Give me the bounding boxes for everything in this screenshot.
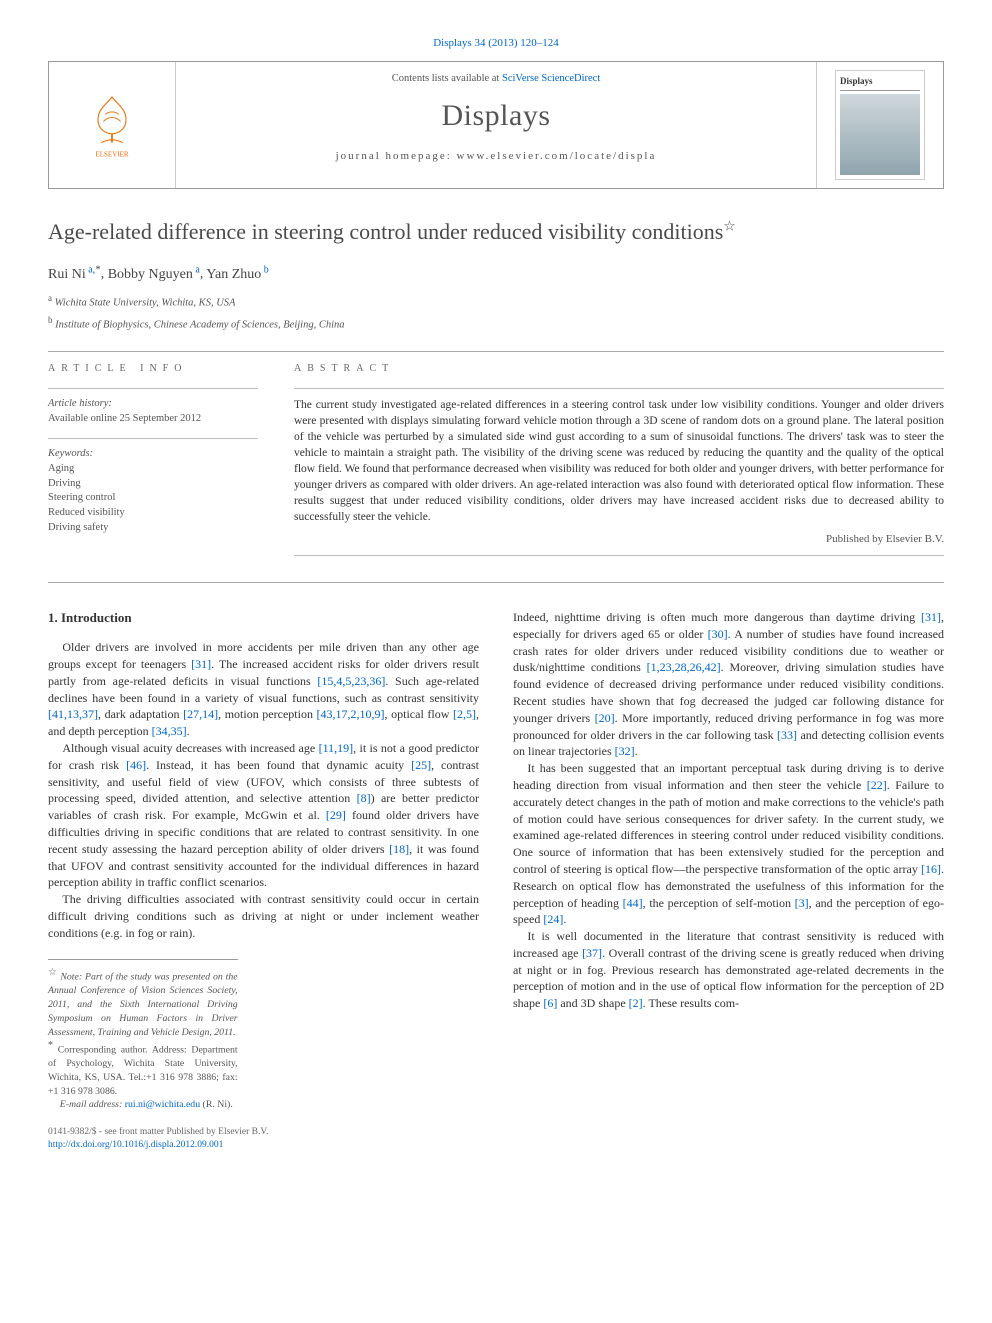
citation[interactable]: [37]: [582, 946, 602, 960]
divider: [48, 438, 258, 439]
citation[interactable]: [33]: [777, 728, 797, 742]
divider: [48, 351, 944, 352]
footnotes: ☆ Note: Part of the study was presented …: [48, 959, 238, 1112]
abstract-publisher-note: Published by Elsevier B.V.: [294, 532, 944, 547]
citation[interactable]: [27,14]: [183, 707, 218, 721]
paragraph: Indeed, nighttime driving is often much …: [513, 609, 944, 760]
article-info-label: article info: [48, 362, 258, 376]
article-title: Age-related difference in steering contr…: [48, 217, 944, 248]
author-1: Rui Ni a,*: [48, 267, 101, 282]
issn-line: 0141-9382/$ - see front matter Published…: [48, 1126, 944, 1139]
citation[interactable]: [16]: [921, 862, 941, 876]
citation[interactable]: [30]: [708, 627, 728, 641]
citation[interactable]: [32]: [615, 744, 635, 758]
journal-homepage-link[interactable]: www.elsevier.com/locate/displa: [457, 150, 657, 162]
elsevier-tree-icon: ELSEVIER: [82, 90, 142, 160]
keyword: Driving: [48, 477, 258, 492]
paragraph: The driving difficulties associated with…: [48, 891, 479, 941]
contents-line: Contents lists available at SciVerse Sci…: [184, 72, 808, 87]
author-list: Rui Ni a,*, Bobby Nguyen a, Yan Zhuo b: [48, 262, 944, 284]
citation[interactable]: [8]: [357, 791, 371, 805]
citation[interactable]: [46]: [126, 758, 146, 772]
divider: [294, 388, 944, 389]
citation[interactable]: [2]: [629, 996, 643, 1010]
citation[interactable]: [25]: [411, 758, 431, 772]
paragraph: Although visual acuity decreases with in…: [48, 740, 479, 891]
keyword: Reduced visibility: [48, 506, 258, 521]
citation[interactable]: [18]: [389, 842, 409, 856]
journal-cover-thumb: Displays: [816, 62, 943, 188]
history-label: Article history:: [48, 397, 258, 412]
divider: [294, 555, 944, 556]
paragraph: It has been suggested that an important …: [513, 760, 944, 928]
history-value: Available online 25 September 2012: [48, 412, 258, 427]
journal-name: Displays: [184, 95, 808, 137]
journal-masthead: ELSEVIER Contents lists available at Sci…: [48, 61, 944, 189]
section-heading: 1. Introduction: [48, 609, 479, 627]
abstract-text: The current study investigated age-relat…: [294, 397, 944, 526]
citation[interactable]: [44]: [623, 896, 643, 910]
publisher-logo-text: ELSEVIER: [95, 151, 128, 159]
aff-link-b[interactable]: b: [264, 264, 269, 275]
sciencedirect-link[interactable]: SciVerse ScienceDirect: [502, 73, 600, 84]
divider: [48, 582, 944, 583]
citation[interactable]: [1,23,28,26,42]: [647, 660, 721, 674]
citation[interactable]: [20]: [595, 711, 615, 725]
affiliation-b: b Institute of Biophysics, Chinese Acade…: [48, 314, 944, 333]
corr-email-link[interactable]: rui.ni@wichita.edu: [125, 1099, 200, 1110]
cover-image-placeholder: [840, 94, 920, 175]
keyword: Steering control: [48, 491, 258, 506]
citation[interactable]: [15,4,5,23,36]: [317, 674, 385, 688]
divider: [48, 388, 258, 389]
paragraph: Older drivers are involved in more accid…: [48, 639, 479, 740]
footnote-mark-star: ☆: [48, 967, 57, 978]
aff-link-a2[interactable]: a: [195, 264, 199, 275]
keyword: Driving safety: [48, 521, 258, 536]
citation[interactable]: [3]: [795, 896, 809, 910]
citation[interactable]: [11,19]: [319, 741, 354, 755]
citation[interactable]: [43,17,2,10,9]: [317, 707, 385, 721]
citation[interactable]: [31]: [921, 610, 941, 624]
cover-title: Displays: [840, 75, 920, 91]
citation[interactable]: [41,13,37]: [48, 707, 98, 721]
citation[interactable]: [29]: [326, 808, 346, 822]
citation[interactable]: [31]: [191, 657, 211, 671]
citation[interactable]: [6]: [543, 996, 557, 1010]
journal-homepage: journal homepage: www.elsevier.com/locat…: [184, 149, 808, 164]
citation[interactable]: [24]: [543, 912, 563, 926]
paragraph: It is well documented in the literature …: [513, 928, 944, 1012]
publisher-logo: ELSEVIER: [49, 62, 176, 188]
affiliation-a: a Wichita State University, Wichita, KS,…: [48, 292, 944, 311]
citation[interactable]: [22]: [867, 778, 887, 792]
title-footnote-mark: ☆: [723, 220, 736, 235]
keyword: Aging: [48, 462, 258, 477]
author-2: Bobby Nguyen a: [108, 267, 200, 282]
abstract-label: abstract: [294, 362, 944, 376]
author-3: Yan Zhuo b: [206, 267, 268, 282]
footnote-mark-asterisk: *: [48, 1040, 53, 1051]
journal-issue-link[interactable]: Displays 34 (2013) 120–124: [48, 36, 944, 51]
copyright-block: 0141-9382/$ - see front matter Published…: [48, 1126, 944, 1153]
article-body: 1. Introduction Older drivers are involv…: [48, 609, 944, 1112]
keywords-label: Keywords:: [48, 447, 258, 462]
citation[interactable]: [34,35]: [152, 724, 187, 738]
doi-link[interactable]: http://dx.doi.org/10.1016/j.displa.2012.…: [48, 1140, 223, 1150]
citation[interactable]: [2,5]: [453, 707, 476, 721]
